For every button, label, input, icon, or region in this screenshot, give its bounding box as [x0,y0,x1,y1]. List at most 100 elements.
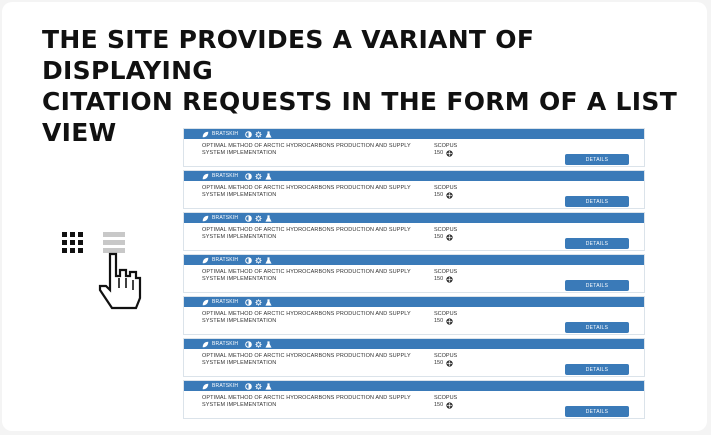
citation-count-row: 150 [434,234,457,241]
view-toggle [62,232,152,322]
settings-icon [446,401,453,409]
leaf-icon [202,215,209,221]
half-circle-icon [245,214,253,222]
details-button[interactable]: DETAILS [565,280,629,291]
details-button[interactable]: DETAILS [565,406,629,417]
leaf-icon [202,131,209,137]
gear-icon [255,214,262,222]
flask-icon [265,298,272,306]
publication-title: OPTIMAL METHOD OF ARCTIC HYDROCARBONS PR… [202,227,411,240]
half-circle-icon [245,172,253,180]
citation-item: BRATSKIH OPTIMAL METHOD OF ARCTIC HYDROC… [183,170,645,209]
database-name: SCOPUS [434,353,458,359]
citation-item: BRATSKIH OPTIMAL METHOD OF ARCTIC HYDROC… [183,380,645,419]
citation-count-row: 150 [434,318,457,325]
database-name: SCOPUS [434,185,458,191]
grid-view-icon[interactable] [62,232,83,253]
citation-count: 150 [434,401,444,408]
citation-count: 150 [434,233,444,240]
flask-icon [265,130,272,138]
hand-pointer-icon [98,252,142,310]
publication-title: OPTIMAL METHOD OF ARCTIC HYDROCARBONS PR… [202,353,411,366]
citation-list: BRATSKIH OPTIMAL METHOD OF ARCTIC HYDROC… [183,128,645,422]
gear-icon [255,340,262,348]
flask-icon [265,172,272,180]
leaf-icon [202,299,209,305]
citation-source: SCOPUS 150 [434,185,457,199]
citation-source: SCOPUS 150 [434,353,457,367]
citation-count: 150 [434,359,444,366]
citation-source: SCOPUS 150 [434,269,457,283]
details-button[interactable]: DETAILS [565,322,629,333]
flask-icon [265,256,272,264]
publication-title: OPTIMAL METHOD OF ARCTIC HYDROCARBONS PR… [202,143,411,156]
gear-icon [255,130,262,138]
slide-headline: THE SITE PROVIDES A VARIANT OF DISPLAYIN… [42,25,678,147]
gear-icon [255,172,262,180]
citation-source: SCOPUS 150 [434,395,457,409]
citation-count-row: 150 [434,192,457,199]
citation-item: BRATSKIH OPTIMAL METHOD OF ARCTIC HYDROC… [183,212,645,251]
citation-count-row: 150 [434,360,457,367]
publication-title: OPTIMAL METHOD OF ARCTIC HYDROCARBONS PR… [202,311,411,324]
settings-icon [446,191,453,199]
author-name: BRATSKIH [212,299,239,305]
author-name: BRATSKIH [212,215,239,221]
database-name: SCOPUS [434,269,458,275]
publication-title: OPTIMAL METHOD OF ARCTIC HYDROCARBONS PR… [202,269,411,282]
half-circle-icon [245,256,253,264]
gear-icon [255,298,262,306]
item-header: BRATSKIH [184,213,644,223]
half-circle-icon [245,130,253,138]
author-name: BRATSKIH [212,341,239,347]
item-header: BRATSKIH [184,129,644,139]
citation-item: BRATSKIH OPTIMAL METHOD OF ARCTIC HYDROC… [183,128,645,167]
citation-count-row: 150 [434,402,457,409]
item-header: BRATSKIH [184,339,644,349]
leaf-icon [202,257,209,263]
author-name: BRATSKIH [212,383,239,389]
leaf-icon [202,383,209,389]
database-name: SCOPUS [434,395,458,401]
author-name: BRATSKIH [212,257,239,263]
settings-icon [446,275,453,283]
flask-icon [265,214,272,222]
item-header: BRATSKIH [184,381,644,391]
list-view-icon[interactable] [103,232,125,254]
half-circle-icon [245,382,253,390]
details-button[interactable]: DETAILS [565,196,629,207]
author-name: BRATSKIH [212,131,239,137]
details-button[interactable]: DETAILS [565,154,629,165]
settings-icon [446,359,453,367]
citation-source: SCOPUS 150 [434,311,457,325]
leaf-icon [202,173,209,179]
details-button[interactable]: DETAILS [565,364,629,375]
citation-item: BRATSKIH OPTIMAL METHOD OF ARCTIC HYDROC… [183,338,645,377]
citation-count: 150 [434,191,444,198]
publication-title: OPTIMAL METHOD OF ARCTIC HYDROCARBONS PR… [202,185,411,198]
flask-icon [265,340,272,348]
citation-item: BRATSKIH OPTIMAL METHOD OF ARCTIC HYDROC… [183,254,645,293]
item-header: BRATSKIH [184,297,644,307]
gear-icon [255,382,262,390]
database-name: SCOPUS [434,227,458,233]
slide-card: THE SITE PROVIDES A VARIANT OF DISPLAYIN… [2,2,707,431]
database-name: SCOPUS [434,311,458,317]
database-name: SCOPUS [434,143,458,149]
citation-count-row: 150 [434,150,457,157]
settings-icon [446,317,453,325]
item-header: BRATSKIH [184,255,644,265]
citation-item: BRATSKIH OPTIMAL METHOD OF ARCTIC HYDROC… [183,296,645,335]
citation-count: 150 [434,149,444,156]
details-button[interactable]: DETAILS [565,238,629,249]
citation-source: SCOPUS 150 [434,227,457,241]
author-name: BRATSKIH [212,173,239,179]
settings-icon [446,233,453,241]
half-circle-icon [245,340,253,348]
citation-count: 150 [434,317,444,324]
flask-icon [265,382,272,390]
gear-icon [255,256,262,264]
item-header: BRATSKIH [184,171,644,181]
leaf-icon [202,341,209,347]
citation-count: 150 [434,275,444,282]
